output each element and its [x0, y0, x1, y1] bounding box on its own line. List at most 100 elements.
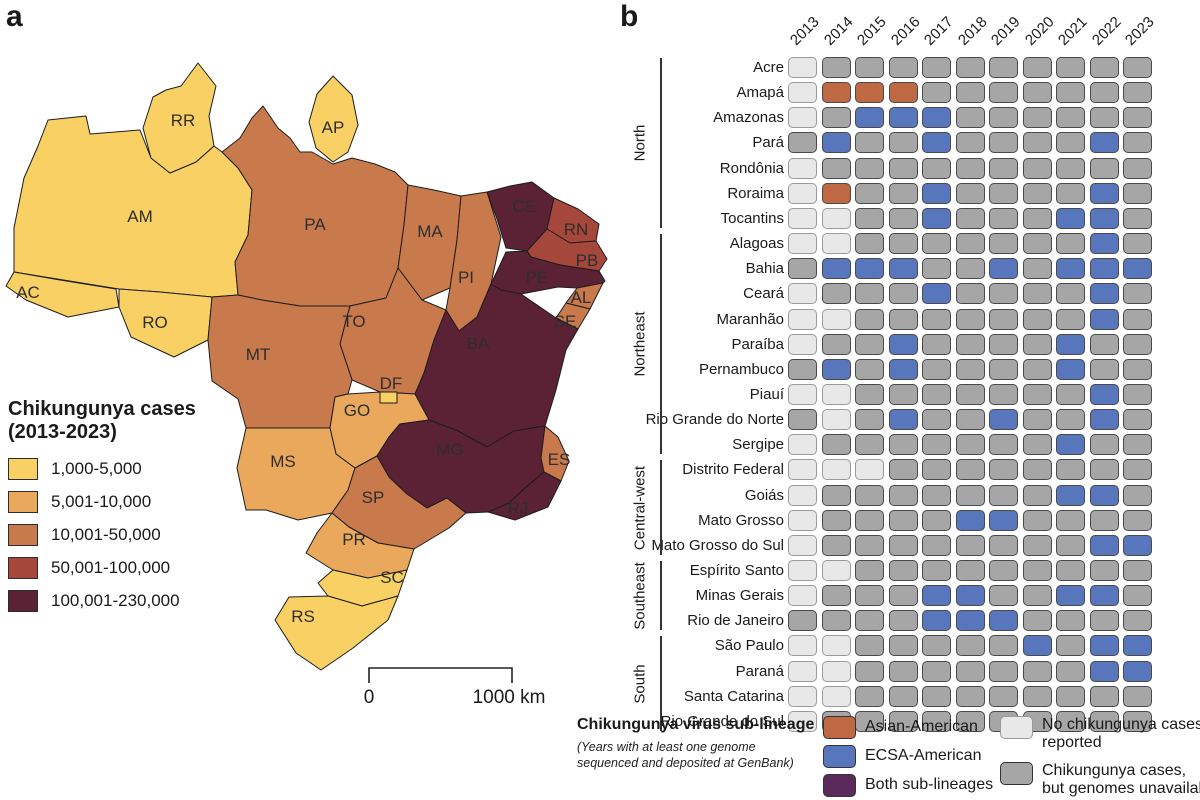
svg-text:PB: PB — [576, 251, 599, 270]
grid-cell — [1089, 710, 1119, 732]
year-header-2021: 2021 — [1054, 13, 1091, 50]
sublineage-legend-label: ECSA-American — [865, 747, 981, 765]
grid-cell — [955, 509, 985, 531]
state-labels: AC AM RR AP RO PA MA PI CE RN PB PE AL S… — [16, 111, 598, 626]
grid-cell — [1089, 132, 1119, 154]
map-legend-swatch — [8, 490, 38, 513]
grid-cell — [922, 635, 951, 657]
map-legend-swatch — [8, 457, 38, 480]
sublineage-legend-label: Chikungunya cases,but genomes unavailabl… — [1042, 762, 1200, 798]
grid-cell — [888, 308, 918, 330]
sublineage-legend-swatch-n — [1000, 716, 1033, 739]
grid-cell — [821, 132, 851, 154]
grid-cell — [1056, 484, 1085, 506]
grid-cell — [955, 132, 985, 154]
map-legend-label: 5,001-10,000 — [51, 491, 152, 511]
map-legend-item: 5,001-10,000 — [8, 485, 308, 518]
svg-text:RN: RN — [564, 220, 589, 239]
panel-b-label: b — [620, 0, 639, 33]
grid-cell — [1123, 434, 1152, 456]
grid-cell — [888, 107, 918, 129]
row-label-state: Sergipe — [732, 436, 784, 454]
grid-cell — [1022, 358, 1052, 380]
grid-cell — [1123, 107, 1152, 129]
grid-cell — [989, 635, 1018, 657]
year-header-2019: 2019 — [987, 13, 1024, 50]
grid-cell — [955, 710, 985, 732]
grid-cell — [821, 157, 851, 179]
grid-cell — [855, 333, 884, 355]
grid-cell — [922, 560, 951, 581]
row-label-state: Distrito Federal — [682, 461, 784, 479]
grid-cell — [1022, 383, 1052, 405]
row-label-state: Rio Grande do Sul — [660, 712, 784, 730]
grid-cell — [821, 434, 851, 456]
svg-text:PR: PR — [342, 530, 366, 549]
grid-cell — [922, 207, 951, 229]
grid-cell — [1089, 560, 1119, 581]
grid-cell — [1123, 258, 1152, 280]
grid-cell — [888, 459, 918, 481]
grid-cell — [922, 258, 951, 280]
grid-cell — [1022, 283, 1052, 305]
svg-text:RS: RS — [291, 607, 315, 626]
grid-cell — [888, 333, 918, 355]
svg-text:CE: CE — [512, 197, 536, 216]
grid-cell — [1056, 534, 1085, 556]
grid-cell — [888, 182, 918, 204]
year-header-2016: 2016 — [887, 13, 924, 50]
grid-cell — [821, 283, 851, 305]
region-bracket-line — [660, 234, 662, 455]
grid-cell — [955, 233, 985, 255]
grid-cell — [1056, 308, 1085, 330]
region-bracket-line — [660, 561, 662, 631]
grid-cell — [1089, 233, 1119, 255]
grid-cell — [888, 560, 918, 581]
sublineage-legend-swatch-a — [823, 716, 856, 739]
grid-cell — [821, 57, 851, 78]
grid-cell — [888, 509, 918, 531]
grid-cell — [1056, 57, 1085, 78]
grid-cell — [922, 182, 951, 204]
grid-cell — [1056, 258, 1085, 280]
grid-cell — [1056, 560, 1085, 581]
region-label-south: South — [631, 664, 649, 704]
svg-text:RR: RR — [171, 111, 196, 130]
grid-cell — [1089, 459, 1119, 481]
grid-cell — [855, 585, 884, 607]
grid-cell — [989, 182, 1018, 204]
svg-text:SE: SE — [554, 312, 577, 331]
sublineage-legend-label-line: Both sub-lineages — [865, 776, 994, 793]
grid-cell — [855, 57, 884, 78]
grid-cell — [1056, 660, 1085, 682]
grid-cell — [1022, 509, 1052, 531]
grid-cell — [989, 534, 1018, 556]
grid-cell — [989, 383, 1018, 405]
grid-cell — [922, 157, 951, 179]
grid-cell — [1056, 610, 1085, 632]
sublineage-legend-swatch-g — [1000, 762, 1033, 785]
grid-cell — [888, 233, 918, 255]
grid-cell — [821, 358, 851, 380]
grid-cell — [1089, 534, 1119, 556]
state-shape-RJ — [487, 471, 562, 521]
row-label-state: Espírito Santo — [689, 562, 784, 579]
grid-cell — [821, 207, 851, 229]
grid-cell — [1022, 409, 1052, 431]
grid-cell — [922, 82, 951, 104]
grid-cell — [788, 82, 817, 104]
grid-cell — [855, 434, 884, 456]
grid-cell — [788, 710, 817, 732]
grid-cell — [1022, 459, 1052, 481]
grid-cell — [989, 484, 1018, 506]
grid-cell — [1089, 509, 1119, 531]
grid-cell — [955, 308, 985, 330]
grid-cell — [1056, 132, 1085, 154]
grid-cell — [788, 534, 817, 556]
grid-cell — [989, 207, 1018, 229]
map-legend-item: 100,001-230,000 — [8, 584, 308, 617]
panel-a-label: a — [6, 0, 23, 33]
map-legend-label: 10,001-50,000 — [51, 524, 161, 544]
grid-cell — [788, 333, 817, 355]
